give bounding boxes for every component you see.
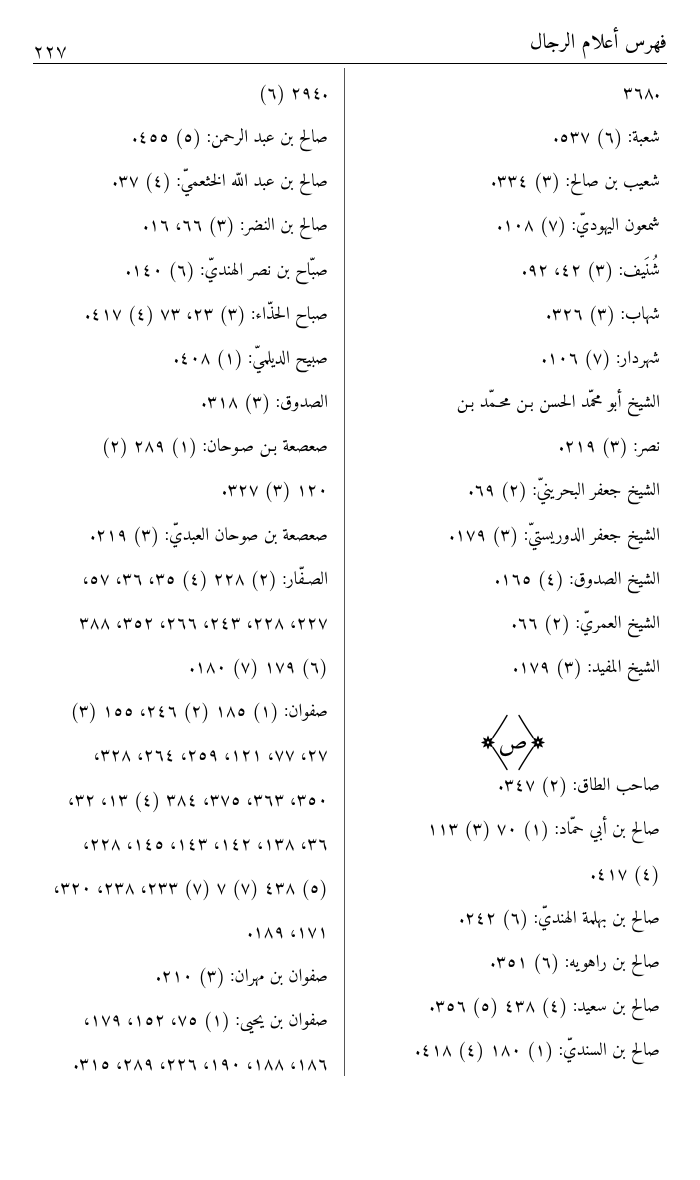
- svg-text:ص: ص: [498, 725, 527, 767]
